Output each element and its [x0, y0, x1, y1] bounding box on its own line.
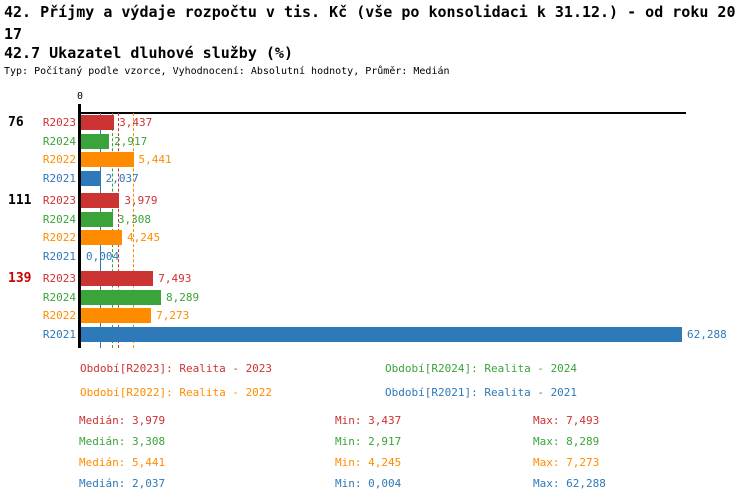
- stat-min-r2022: Min: 4,245: [335, 456, 402, 469]
- y-axis-line: [78, 104, 81, 348]
- bar-value-111-r2022: 4,245: [126, 231, 161, 244]
- median-line-r2022: [132, 113, 134, 348]
- bar-value-111-r2023: 3,979: [124, 194, 158, 207]
- bar-series-label-139-r2024: R2024: [42, 291, 76, 304]
- x-axis-line: [78, 112, 686, 114]
- page-title-line2: 17: [4, 25, 23, 43]
- legend-entry-r2022: Období[R2022]: Realita - 2022: [80, 386, 273, 399]
- stat-min-r2023: Min: 3,437: [335, 414, 402, 427]
- page-title-line1: 42. Příjmy a výdaje rozpočtu v tis. Kč (…: [4, 3, 736, 21]
- bar-series-label-139-r2023: R2023: [42, 272, 76, 285]
- bar-series-label-111-r2024: R2024: [42, 213, 76, 226]
- bar-value-76-r2023: 3,437: [119, 116, 153, 129]
- bar-series-label-76-r2024: R2024: [42, 135, 76, 148]
- bar-series-label-111-r2022: R2022: [42, 231, 76, 244]
- bar-series-label-76-r2021: R2021: [42, 172, 76, 185]
- bar-76-r2021: [81, 171, 101, 186]
- bar-value-139-r2021: 62,288: [687, 328, 727, 341]
- stat-max-r2022: Max: 7,273: [533, 456, 600, 469]
- bar-76-r2022: [81, 152, 134, 167]
- bar-139-r2022: [81, 308, 152, 323]
- bar-111-r2022: [81, 230, 122, 245]
- bar-139-r2021: [81, 327, 683, 342]
- legend-entry-r2023: Období[R2023]: Realita - 2023: [80, 362, 273, 375]
- bar-value-111-r2024: 3,308: [117, 213, 152, 226]
- bar-series-label-76-r2023: R2023: [42, 116, 76, 129]
- bar-139-r2023: [81, 271, 154, 286]
- legend-entry-r2024: Období[R2024]: Realita - 2024: [385, 362, 578, 375]
- stat-median-r2024: Medián: 3,308: [79, 435, 166, 448]
- bar-111-r2023: [81, 193, 120, 208]
- bar-76-r2023: [81, 115, 115, 130]
- stat-max-r2023: Max: 7,493: [533, 414, 600, 427]
- bar-value-139-r2024: 8,289: [165, 291, 200, 304]
- bar-111-r2024: [81, 212, 113, 227]
- group-label-111: 111: [8, 193, 32, 208]
- stat-median-r2023: Medián: 3,979: [79, 414, 166, 427]
- bar-value-139-r2022: 7,273: [156, 309, 190, 322]
- chart-subtitle: 42.7 Ukazatel dluhové služby (%): [4, 44, 293, 62]
- bar-series-label-139-r2021: R2021: [42, 328, 76, 341]
- bar-value-76-r2022: 5,441: [138, 153, 172, 166]
- bar-139-r2024: [81, 290, 161, 305]
- stat-min-r2021: Min: 0,004: [335, 477, 402, 490]
- bar-series-label-111-r2023: R2023: [42, 194, 76, 207]
- chart-meta-line: Typ: Počítaný podle vzorce, Vyhodnocení:…: [4, 66, 450, 77]
- bar-value-76-r2024: 2,917: [114, 135, 148, 148]
- bar-value-76-r2021: 2,037: [105, 172, 139, 185]
- bar-series-label-139-r2022: R2022: [42, 309, 76, 322]
- stat-max-r2024: Max: 8,289: [533, 435, 600, 448]
- axis-zero-label: 0: [76, 91, 84, 102]
- bar-series-label-76-r2022: R2022: [42, 153, 76, 166]
- stat-min-r2024: Min: 2,917: [335, 435, 402, 448]
- bar-76-r2024: [81, 134, 110, 149]
- bar-value-111-r2021: 0,004: [86, 250, 120, 263]
- group-label-139: 139: [8, 271, 32, 286]
- stat-median-r2022: Medián: 5,441: [79, 456, 166, 469]
- stat-median-r2021: Medián: 2,037: [79, 477, 166, 490]
- group-label-76: 76: [8, 115, 24, 130]
- legend-entry-r2021: Období[R2021]: Realita - 2021: [385, 386, 578, 399]
- bar-series-label-111-r2021: R2021: [42, 250, 76, 263]
- stat-max-r2021: Max: 62,288: [533, 477, 606, 490]
- bar-value-139-r2023: 7,493: [158, 272, 192, 285]
